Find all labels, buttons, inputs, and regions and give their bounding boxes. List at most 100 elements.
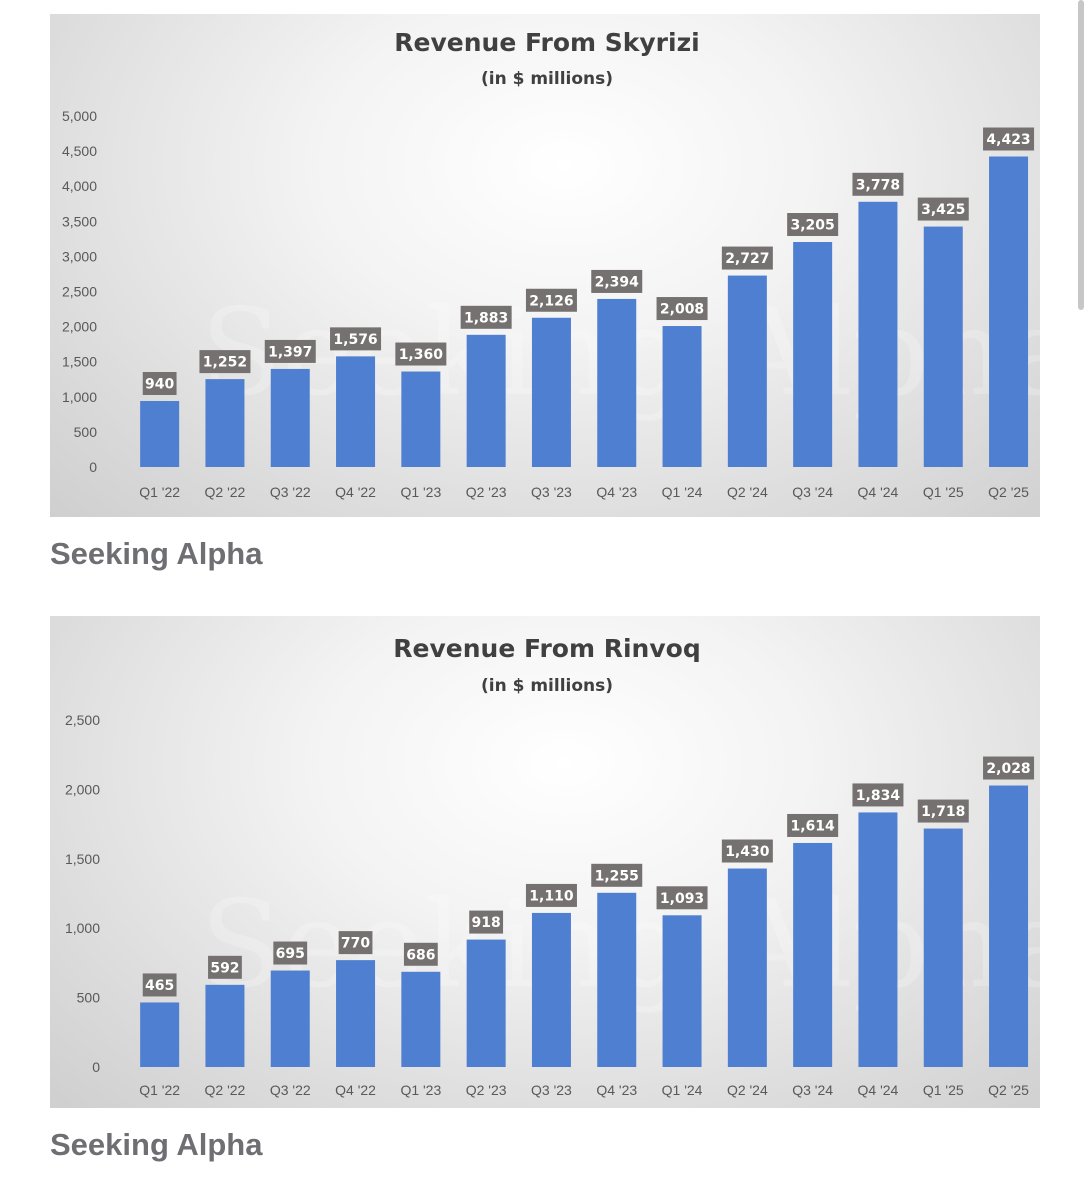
bar — [140, 401, 180, 467]
bar — [336, 960, 376, 1067]
data-label: 1,883 — [460, 305, 512, 329]
data-label: 465 — [142, 973, 177, 997]
data-label-text: 1,360 — [399, 347, 444, 363]
data-label-box — [591, 863, 643, 887]
x-tick-label: Q1 '25 — [923, 484, 964, 500]
bar — [793, 242, 833, 467]
chart-subtitle: (in $ millions) — [481, 676, 613, 696]
chart-subtitle: (in $ millions) — [481, 69, 613, 89]
source-caption: Seeking Alpha — [50, 536, 263, 571]
skyrizi-chart: Revenue From Skyrizi (in $ millions) See… — [50, 14, 1040, 517]
data-label: 3,425 — [917, 197, 969, 221]
y-tick-label: 3,000 — [62, 248, 97, 264]
bar — [336, 356, 376, 467]
data-label: 1,576 — [330, 327, 382, 351]
x-tick-label: Q2 '25 — [988, 484, 1029, 500]
data-label: 592 — [208, 955, 242, 979]
x-tick-label: Q2 '25 — [988, 1082, 1029, 1098]
data-label-text: 2,394 — [595, 274, 640, 290]
source-caption: Seeking Alpha — [50, 1127, 263, 1162]
data-label-box — [142, 973, 177, 997]
bar — [923, 226, 963, 467]
data-label: 3,205 — [787, 213, 839, 237]
data-label: 1,360 — [395, 342, 447, 366]
bar — [597, 892, 637, 1067]
x-tick-label: Q4 '24 — [858, 484, 899, 500]
x-tick-label: Q2 '22 — [205, 1082, 246, 1098]
data-label-box — [787, 213, 839, 237]
data-label: 770 — [338, 931, 373, 955]
data-label-text: 1,110 — [529, 888, 574, 904]
bar — [531, 912, 571, 1067]
data-label-text: 1,397 — [268, 344, 312, 360]
data-label-text: 465 — [145, 978, 174, 994]
data-label-text: 2,028 — [986, 761, 1030, 777]
data-label-box — [983, 756, 1035, 780]
bar — [205, 984, 245, 1067]
x-tick-label: Q3 '22 — [270, 484, 311, 500]
bar — [466, 939, 506, 1067]
data-label-box — [721, 246, 773, 270]
x-tick-label: Q1 '24 — [662, 1082, 703, 1098]
y-tick-label: 2,500 — [62, 284, 97, 300]
chart-title: Revenue From Skyrizi — [394, 28, 699, 57]
data-label-box — [787, 813, 839, 837]
data-label: 4,423 — [983, 127, 1035, 151]
y-tick-label: 2,500 — [65, 712, 100, 728]
y-tick-label: 1,500 — [65, 851, 100, 867]
x-tick-label: Q1 '23 — [400, 1082, 441, 1098]
data-label-box — [460, 305, 512, 329]
data-label: 3,778 — [852, 172, 904, 196]
data-label-text: 3,425 — [921, 202, 965, 218]
x-tick-label: Q3 '23 — [531, 484, 572, 500]
data-label-box — [199, 350, 251, 374]
data-label-text: 2,727 — [725, 251, 769, 267]
x-tick-label: Q2 '23 — [466, 484, 507, 500]
data-label-text: 1,614 — [791, 818, 836, 834]
data-label-text: 940 — [145, 377, 174, 393]
skyrizi-chart-svg: Revenue From Skyrizi (in $ millions) See… — [62, 28, 1040, 500]
data-label-box — [264, 339, 316, 363]
data-label-box — [656, 297, 708, 321]
data-label: 686 — [403, 942, 438, 966]
bar — [727, 275, 767, 467]
data-label-box — [208, 955, 242, 979]
data-label: 2,028 — [983, 756, 1035, 780]
data-label: 695 — [273, 941, 308, 965]
data-label-box — [852, 783, 904, 807]
data-label: 1,252 — [199, 350, 251, 374]
x-tick-label: Q3 '24 — [792, 1082, 833, 1098]
x-tick-label: Q2 '24 — [727, 484, 768, 500]
bar — [401, 971, 441, 1067]
data-label-box — [983, 127, 1035, 151]
data-label-box — [525, 288, 577, 312]
y-tick-label: 1,000 — [65, 920, 100, 936]
bar — [270, 368, 310, 467]
bar — [270, 970, 310, 1067]
x-tick-label: Q1 '22 — [139, 1082, 180, 1098]
data-label-box — [917, 197, 969, 221]
data-label-box — [142, 372, 177, 396]
x-tick-label: Q4 '24 — [858, 1082, 899, 1098]
data-label-text: 3,205 — [791, 218, 835, 234]
y-tick-label: 0 — [89, 459, 97, 475]
data-label: 1,397 — [264, 339, 316, 363]
data-label-text: 770 — [341, 936, 370, 952]
data-label: 2,727 — [721, 246, 773, 270]
x-tick-label: Q4 '22 — [335, 484, 376, 500]
y-tick-label: 1,000 — [62, 389, 97, 405]
bar — [531, 317, 571, 467]
data-label-text: 592 — [210, 960, 239, 976]
rinvoq-chart: Revenue From Rinvoq (in $ millions) Seek… — [50, 616, 1040, 1108]
data-label-text: 1,255 — [595, 868, 639, 884]
data-label-text: 695 — [276, 946, 305, 962]
data-label: 940 — [142, 372, 177, 396]
data-label-box — [917, 799, 969, 823]
bar — [858, 201, 898, 467]
bar — [727, 868, 767, 1067]
y-tick-label: 3,500 — [62, 213, 97, 229]
bar — [793, 842, 833, 1067]
data-label: 2,126 — [525, 288, 577, 312]
scrollbar[interactable] — [1078, 0, 1084, 310]
x-tick-label: Q4 '23 — [596, 484, 637, 500]
